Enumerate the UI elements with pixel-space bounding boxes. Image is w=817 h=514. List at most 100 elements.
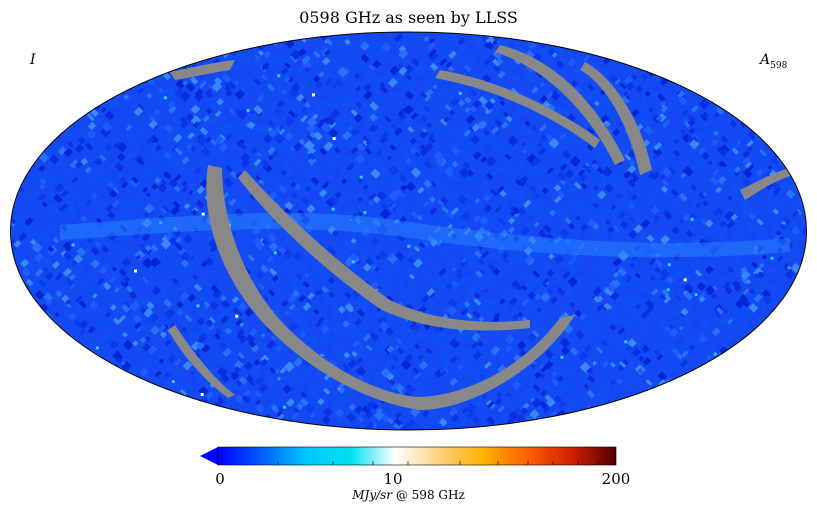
map-pixel (139, 367, 149, 377)
map-pixel (679, 128, 687, 136)
map-pixel (784, 269, 796, 280)
map-pixel (91, 419, 99, 427)
map-pixel-bright (694, 293, 698, 297)
map-pixel (302, 302, 312, 312)
map-pixel (163, 170, 172, 180)
map-pixel (630, 73, 638, 81)
map-pixel (267, 289, 275, 297)
map-pixel (179, 116, 188, 124)
map-pixel (224, 164, 234, 173)
map-pixel (601, 360, 610, 368)
map-pixel (141, 389, 150, 399)
map-pixel (496, 364, 508, 375)
map-pixel (112, 317, 121, 326)
map-pixel (732, 65, 743, 76)
map-pixel (111, 187, 120, 195)
map-pixel (691, 62, 698, 69)
map-pixel (666, 414, 673, 421)
map-pixel (705, 265, 714, 275)
map-pixel (367, 199, 375, 207)
map-pixel (49, 51, 57, 59)
map-pixel (147, 345, 158, 355)
map-pixel (578, 173, 587, 183)
map-pixel (710, 292, 718, 300)
map-pixel (761, 74, 769, 81)
map-pixel (214, 110, 222, 118)
map-pixel (57, 43, 66, 52)
map-pixel (484, 230, 492, 238)
map-pixel (144, 244, 152, 252)
map-pixel (142, 186, 149, 193)
map-pixel (330, 108, 340, 119)
colorbar-ticks (277, 461, 599, 465)
map-pixel (682, 213, 691, 222)
map-pixel (360, 53, 370, 63)
map-pixel (268, 155, 274, 161)
map-pixel (32, 415, 41, 424)
map-pixel (18, 311, 27, 319)
map-pixel (10, 364, 19, 373)
map-pixel (189, 115, 199, 124)
map-pixel (117, 142, 128, 153)
map-pixel (651, 171, 661, 181)
map-pixel (552, 371, 558, 377)
map-pixel (741, 108, 747, 114)
map-pixel (673, 252, 682, 261)
colorbar-unit-label: MJy/sr @ 598 GHz (0, 488, 817, 502)
map-pixel (362, 184, 369, 191)
map-pixel (365, 147, 372, 155)
map-pixel (290, 181, 297, 189)
map-pixel (634, 244, 642, 252)
map-pixel (566, 34, 573, 41)
map-pixel (426, 288, 435, 297)
map-pixel (607, 226, 615, 234)
map-pixel (680, 133, 687, 139)
map-pixel-bright (683, 278, 687, 282)
map-pixel (259, 358, 268, 367)
map-pixel (86, 33, 93, 40)
map-pixel (33, 316, 44, 327)
map-pixel (482, 250, 490, 258)
mask-arc-lower (168, 325, 235, 398)
map-pixel (58, 36, 66, 44)
map-pixel (238, 141, 247, 150)
map-pixel (512, 234, 521, 242)
map-pixel (550, 296, 558, 304)
map-pixel-bright (666, 288, 670, 292)
map-pixel (779, 377, 790, 388)
map-pixel (154, 416, 163, 425)
map-pixel (740, 412, 752, 424)
map-pixel (26, 117, 37, 127)
map-pixel (163, 298, 173, 308)
map-pixel (301, 97, 308, 104)
map-pixel (299, 331, 307, 338)
map-pixel (797, 325, 807, 336)
map-pixel (446, 166, 455, 175)
map-pixel (210, 284, 219, 293)
map-pixel (644, 91, 651, 98)
map-pixel (376, 408, 383, 414)
map-pixel (747, 62, 758, 73)
map-pixel (409, 273, 415, 280)
map-pixel (648, 172, 655, 179)
map-pixel (238, 302, 248, 312)
map-pixel (668, 36, 675, 42)
map-pixel (91, 192, 98, 200)
map-pixel (635, 426, 641, 430)
map-pixel (692, 387, 702, 397)
map-pixel (181, 180, 188, 187)
map-pixel (721, 363, 729, 371)
map-pixel (630, 172, 640, 182)
map-pixel (178, 247, 187, 256)
map-pixel (504, 153, 512, 161)
map-pixel (609, 323, 617, 332)
map-pixel (49, 154, 60, 165)
map-pixel (207, 323, 216, 332)
map-pixel (539, 124, 547, 132)
map-pixel (107, 211, 116, 220)
map-pixel (214, 43, 224, 52)
map-pixel (618, 360, 627, 369)
map-pixel (464, 106, 471, 113)
map-pixel (375, 149, 383, 157)
map-pixel (478, 316, 485, 322)
